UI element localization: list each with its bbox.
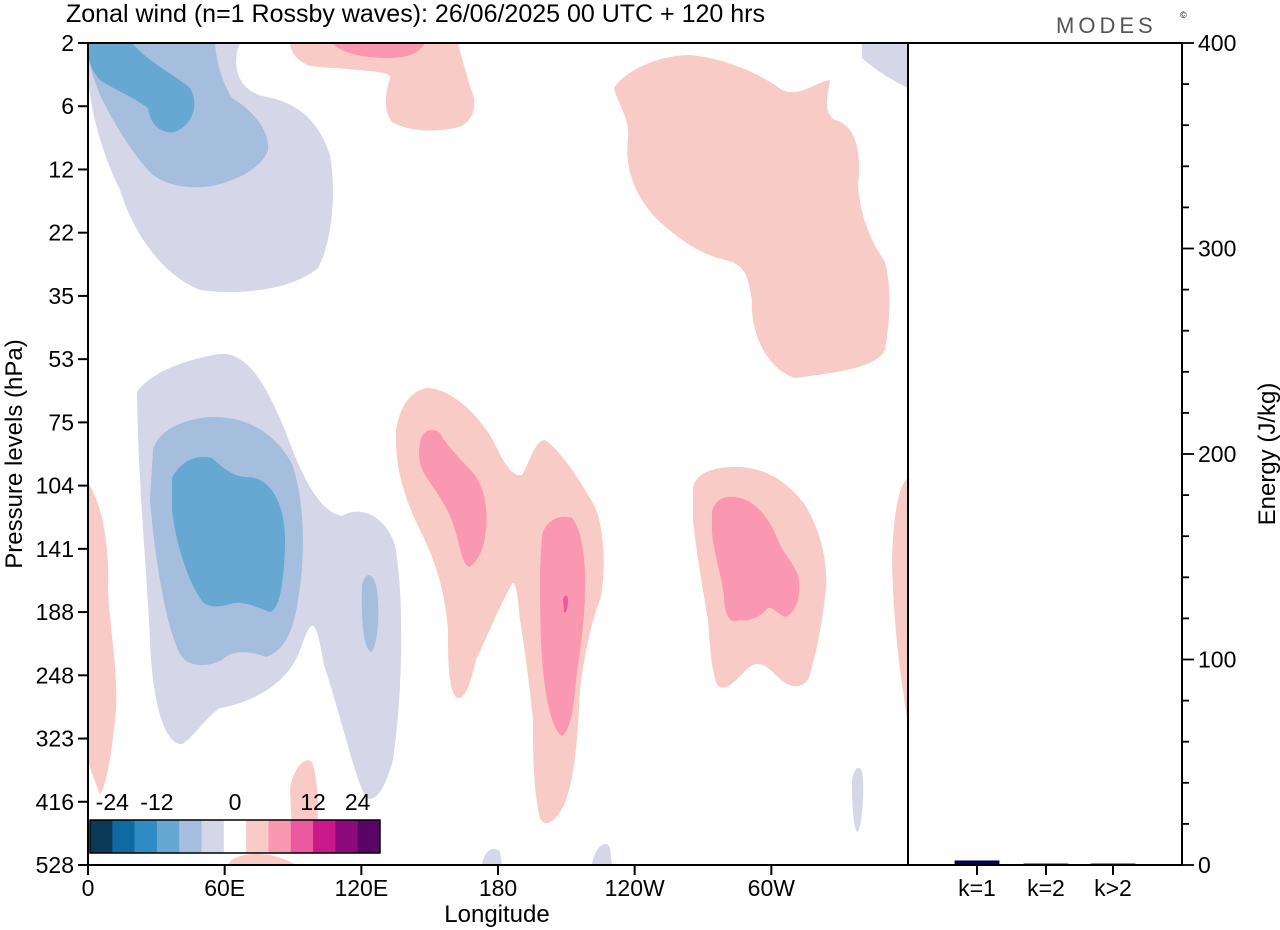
wavenumber-axis: k=1 k=2 k>2 (958, 865, 1132, 901)
longitude-tick-label: 180 (479, 875, 517, 901)
modes-logo: MODES © (1056, 10, 1187, 38)
longitude-tick-label: 60E (204, 875, 245, 901)
colorbar: -24 -12 0 12 24 (89, 789, 381, 854)
pressure-tick-label: 75 (48, 409, 74, 435)
pressure-tick-label: 22 (48, 220, 74, 246)
contour-pos3-bottom-edge (228, 854, 296, 865)
longitude-tick-label: 120W (605, 875, 665, 901)
colorbar-swatch (134, 820, 158, 853)
energy-tick-label: 200 (1198, 441, 1236, 467)
chart-title: Zonal wind (n=1 Rossby waves): 26/06/202… (66, 0, 765, 28)
contour-neg12-lower (172, 456, 286, 612)
contour-pos3-left-edge (88, 483, 117, 795)
colorbar-swatch (179, 820, 202, 853)
x-axis-label: Longitude (444, 901, 549, 928)
colorbar-swatch (290, 820, 314, 853)
pressure-tick-label: 2 (61, 30, 74, 56)
contour-neg6-blob (361, 574, 379, 652)
wind-contours (88, 43, 908, 865)
wind-panel: 2 6 12 22 35 53 75 104 141 188 248 323 416 528 0 60E 12… (1, 30, 909, 928)
energy-axis: 0 100 200 300 400 (1182, 30, 1236, 878)
energy-tick-label: 400 (1198, 30, 1236, 56)
pressure-tick-label: 188 (36, 599, 74, 625)
colorbar-label: -12 (140, 789, 173, 815)
energy-panel-frame (907, 42, 1183, 866)
energy-tick-label: 0 (1198, 852, 1211, 878)
pressure-tick-label: 35 (48, 283, 74, 309)
contour-neg12-upper (88, 43, 195, 133)
colorbar-label: -24 (96, 789, 129, 815)
contour-neg3-corner (862, 43, 908, 88)
wavenumber-label: k>2 (1094, 875, 1132, 901)
colorbar-swatch (357, 820, 381, 853)
colorbar-swatch (223, 820, 247, 853)
colorbar-frame (89, 819, 381, 854)
pressure-tick-label: 528 (36, 852, 74, 878)
pressure-tick-label: 6 (61, 93, 74, 119)
contour-pos3-right-upper (614, 55, 890, 378)
pressure-tick-label: 12 (48, 156, 74, 182)
pressure-tick-label: 141 (36, 536, 74, 562)
contour-pos6-left (419, 430, 487, 567)
contour-pos6-right (712, 496, 800, 622)
colorbar-swatch (90, 820, 113, 853)
logo-text: MODES (1056, 13, 1157, 38)
colorbar-swatch (246, 820, 269, 853)
contour-neg3-blob (852, 767, 864, 832)
contour-pos3-top (290, 43, 475, 131)
longitude-tick-label: 120E (334, 875, 388, 901)
colorbar-label: 12 (300, 789, 326, 815)
contour-neg3-bottom-b (592, 844, 612, 865)
colorbar-swatch (268, 820, 292, 853)
pressure-tick-label: 416 (36, 789, 74, 815)
pressure-tick-label: 248 (36, 662, 74, 688)
colorbar-swatch (335, 820, 358, 853)
contour-pos6-center (540, 516, 586, 736)
contour-neg3-bottom-a (482, 848, 502, 865)
colorbar-swatch (156, 820, 180, 853)
contour-pos3-right-edge (892, 478, 908, 720)
colorbar-swatch (112, 820, 135, 853)
logo-mark: © (1180, 10, 1187, 20)
wavenumber-label: k=2 (1027, 875, 1065, 901)
colorbar-swatch (313, 820, 336, 853)
energy-axis-label: Energy (J/kg) (1254, 383, 1280, 526)
colorbar-label: 0 (229, 789, 242, 815)
contour-pos12-tiny (563, 595, 568, 613)
longitude-tick-label: 60W (748, 875, 796, 901)
energy-tick-label: 300 (1198, 236, 1236, 262)
y-axis-label: Pressure levels (hPa) (1, 339, 28, 568)
pressure-tick-label: 104 (36, 473, 75, 499)
pressure-tick-label: 53 (48, 346, 74, 372)
contour-pos6-top (332, 43, 425, 58)
pressure-axis: 2 6 12 22 35 53 75 104 141 188 248 323 416 528 (36, 30, 88, 878)
wavenumber-label: k=1 (958, 875, 996, 901)
energy-tick-label: 100 (1198, 647, 1236, 673)
colorbar-swatch (201, 820, 225, 853)
colorbar-label: 24 (345, 789, 371, 815)
energy-panel: 0 100 200 300 400 k=1 k=2 k>2 Energy (J/kg) (907, 30, 1280, 901)
longitude-tick-label: 0 (82, 875, 95, 901)
longitude-axis: 0 60E 120E 180 120W 60W (82, 865, 796, 901)
pressure-tick-label: 323 (36, 726, 74, 752)
